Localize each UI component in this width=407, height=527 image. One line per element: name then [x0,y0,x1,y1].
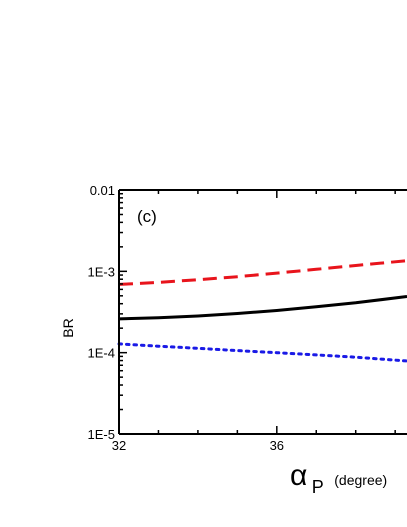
y-tick-label: 1E-4 [88,346,115,361]
y-tick-label: 1E-5 [88,427,115,442]
series-line-solid [118,295,407,321]
x-tick-label: 36 [270,438,284,453]
x-axis-title: α P (degree) [290,459,387,497]
x-axis-symbol: α [290,459,307,492]
axes-layer: 32 36 0.01 1E-3 1E-4 1E-5 [88,183,407,453]
x-tick-label: 32 [112,438,126,453]
y-axis-title: BR [60,318,76,337]
series-line-dotted [117,342,407,363]
y-tick-label: 1E-3 [88,264,115,279]
series-layer [117,259,407,363]
y-tick-label: 0.01 [90,183,115,198]
panel-label: (c) [137,207,157,226]
x-axis-subscript: P [312,477,324,497]
x-axis-unit: (degree) [334,472,387,488]
series-line-dashed [118,259,407,286]
